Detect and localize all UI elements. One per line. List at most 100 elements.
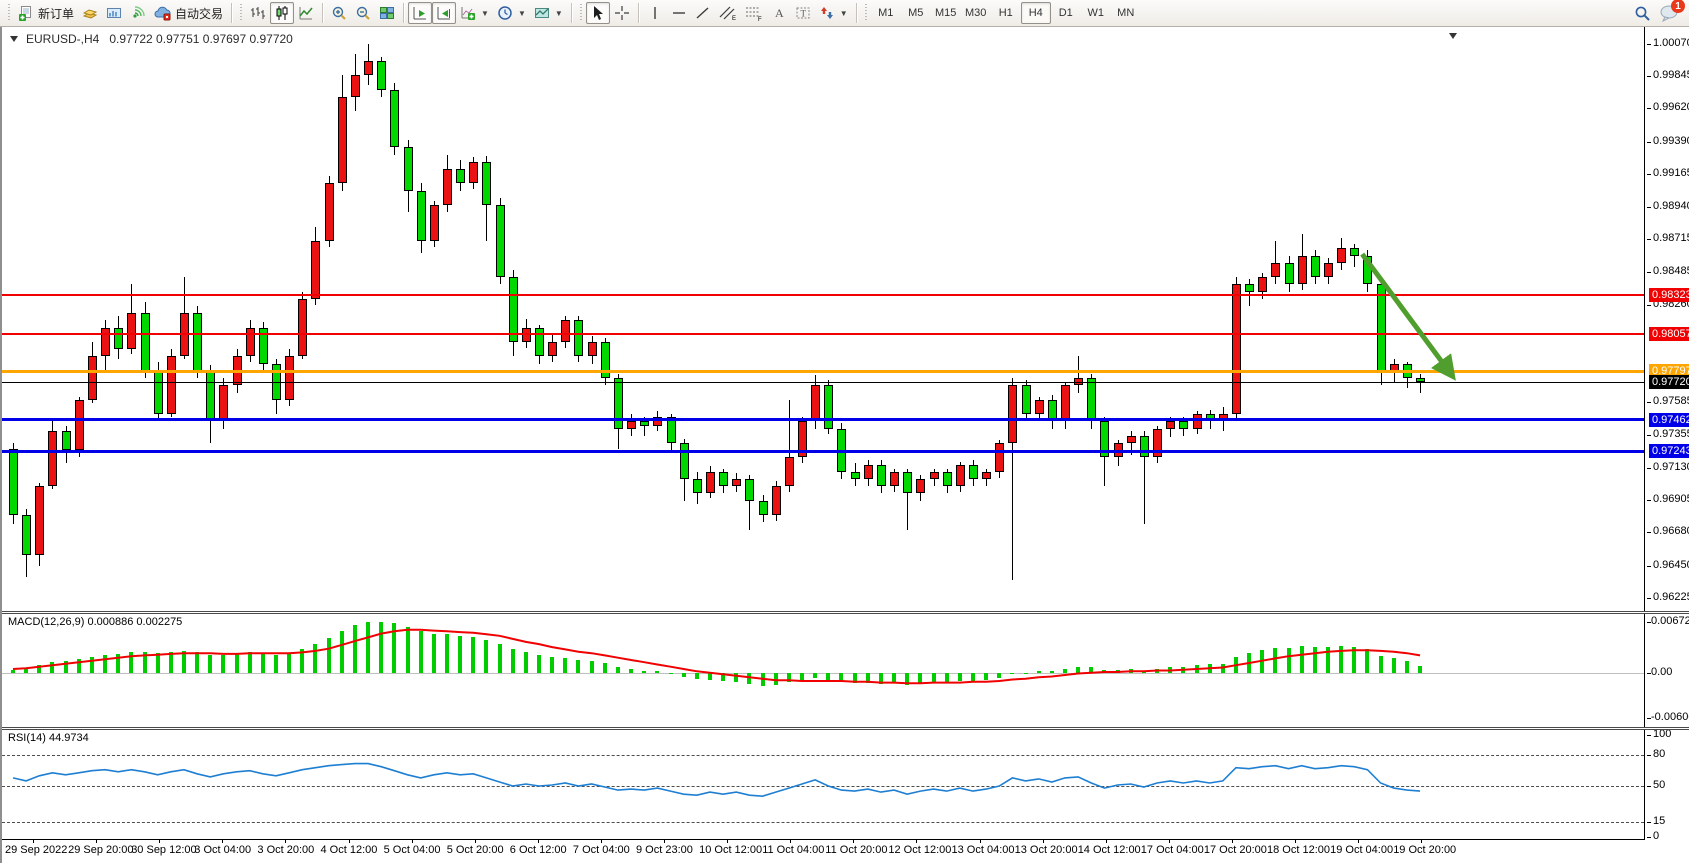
time-tick-mark — [790, 839, 792, 843]
profiles-button[interactable] — [102, 2, 126, 24]
candlestick-chart-button[interactable] — [270, 2, 295, 24]
macd-histogram-bar — [721, 672, 726, 682]
pane-splitter[interactable] — [2, 727, 1689, 730]
toolbar-grip[interactable] — [239, 4, 244, 22]
macd-histogram-bar — [707, 672, 712, 680]
macd-histogram-bar — [313, 644, 318, 673]
new-order-button[interactable]: 新订单 — [14, 2, 78, 24]
timeframe-M1[interactable]: M1 — [878, 7, 894, 19]
zoom-out-button[interactable] — [351, 2, 375, 24]
hline-price-tag[interactable]: 0.97243 — [1649, 444, 1689, 459]
current-price-tag[interactable]: 0.97720 — [1649, 375, 1689, 390]
horizontal-line-object[interactable] — [2, 418, 1644, 422]
candle-body — [1284, 262, 1294, 285]
timeframe-H1[interactable]: H1 — [998, 7, 1013, 19]
hline-price-tag[interactable]: 0.97462 — [1649, 412, 1689, 427]
crosshair-tool-button[interactable] — [610, 2, 634, 24]
hline-price-tag[interactable]: 0.98057 — [1649, 326, 1689, 341]
macd-histogram-bar — [63, 660, 68, 673]
macd-histogram-bar — [773, 672, 778, 685]
vertical-line-tool-button[interactable] — [643, 2, 667, 24]
chart-shift-button[interactable] — [432, 2, 457, 24]
text-label-tool-button[interactable]: T — [791, 2, 815, 24]
candle-body — [127, 313, 137, 350]
price-tick-label: 0.99845 — [1653, 69, 1689, 82]
auto-scroll-button[interactable] — [408, 2, 433, 24]
notifications-button[interactable]: 1 — [1659, 0, 1685, 22]
rsi-tick-label: 80 — [1653, 748, 1666, 761]
candle-body — [298, 298, 308, 357]
horizontal-line-object[interactable] — [2, 294, 1644, 297]
chart-corner-arrow-icon[interactable] — [1449, 33, 1457, 39]
down-arrow-object[interactable] — [1360, 252, 1456, 381]
toolbar-grip[interactable] — [7, 4, 11, 22]
market-button[interactable] — [78, 2, 102, 24]
candle-body — [9, 448, 18, 516]
macd-histogram-bar — [497, 644, 502, 673]
candle-body — [535, 327, 544, 357]
signals-button[interactable] — [126, 2, 150, 24]
rsi-pane[interactable]: RSI(14) 44.9734 — [2, 730, 1645, 839]
equidistant-channel-tool-button[interactable]: E — [715, 2, 741, 24]
macd-histogram-bar — [800, 672, 804, 681]
chart-ohlc-values: 0.97722 0.97751 0.97697 0.97720 — [109, 32, 293, 46]
macd-histogram-bar — [826, 672, 831, 680]
timeframe-W1[interactable]: W1 — [1087, 7, 1104, 19]
one-click-trading-arrow-icon[interactable] — [10, 36, 18, 42]
line-chart-icon — [299, 7, 313, 20]
macd-histogram-bar — [405, 626, 410, 673]
rsi-label: RSI(14) 44.9734 — [8, 732, 89, 744]
templates-dropdown-button[interactable]: ▼ — [530, 2, 567, 24]
horizontal-line-object[interactable] — [2, 369, 1644, 373]
time-axis-label: 17 Oct 20:00 — [1203, 844, 1267, 856]
arrows-dropdown-button[interactable]: ▼ — [815, 2, 852, 24]
search-icon[interactable] — [1634, 5, 1651, 22]
timeframe-H4[interactable]: H4 — [1020, 2, 1051, 24]
horizontal-line-tool-button[interactable] — [667, 2, 691, 24]
candle-body — [442, 169, 452, 206]
toolbar-separator — [637, 3, 639, 23]
time-tick-mark — [600, 839, 602, 843]
timeframe-M30[interactable]: M30 — [965, 7, 987, 19]
timeframe-M15[interactable]: M15 — [935, 7, 957, 19]
periods-dropdown-button[interactable]: ▼ — [493, 2, 530, 24]
text-label-icon: T — [796, 7, 810, 19]
zoom-in-button[interactable] — [327, 2, 351, 24]
macd-histogram-bar — [103, 654, 108, 673]
price-tick-mark — [1647, 206, 1651, 208]
text-tool-button[interactable]: A — [767, 2, 791, 24]
indicators-dropdown-button[interactable]: ▼ — [456, 2, 493, 24]
autotrading-button[interactable]: 自动交易 — [150, 2, 227, 24]
candlestick-chart-icon — [276, 6, 288, 20]
macd-histogram-bar — [1378, 656, 1383, 673]
macd-histogram-bar — [734, 672, 739, 682]
timeframe-MN[interactable]: MN — [1117, 7, 1135, 19]
time-axis-label: 5 Oct 20:00 — [446, 844, 504, 856]
timeframe-D1[interactable]: D1 — [1058, 7, 1073, 19]
cursor-tool-button[interactable] — [585, 2, 610, 24]
candle-body — [61, 431, 71, 451]
toolbar-grip[interactable] — [863, 4, 868, 22]
toolbar-grip[interactable] — [578, 4, 583, 22]
time-axis[interactable]: 29 Sep 2022 29 Sep 20:00 30 Sep 12:00 3 Oct… — [2, 840, 1645, 863]
horizontal-line-object[interactable] — [2, 332, 1644, 335]
macd-pane[interactable]: MACD(12,26,9) 0.000886 0.002275 — [2, 614, 1645, 727]
horizontal-line-object[interactable] — [2, 449, 1644, 453]
fibonacci-tool-button[interactable]: F — [741, 2, 767, 24]
candle-body — [508, 277, 518, 343]
main-price-pane[interactable] — [2, 27, 1645, 611]
macd-histogram-bar — [300, 649, 305, 673]
pane-splitter[interactable] — [2, 611, 1689, 614]
line-chart-button[interactable] — [294, 2, 318, 24]
notification-count-badge: 1 — [1671, 0, 1685, 13]
candle-body — [903, 471, 913, 494]
tile-windows-button[interactable] — [375, 2, 399, 24]
hline-price-tag[interactable]: 0.98323 — [1649, 288, 1689, 303]
bar-chart-button[interactable] — [246, 2, 270, 24]
time-tick-mark — [537, 839, 539, 843]
timeframe-M5[interactable]: M5 — [908, 7, 924, 19]
price-axis[interactable]: 0.98323 0.98057 0.97797 0.97462 0.97243 0.977… — [1647, 27, 1689, 863]
hline-price-tag[interactable]: 0.97797 — [1649, 364, 1689, 379]
trendline-tool-button[interactable] — [691, 2, 715, 24]
time-axis-label: 4 Oct 12:00 — [320, 844, 378, 856]
